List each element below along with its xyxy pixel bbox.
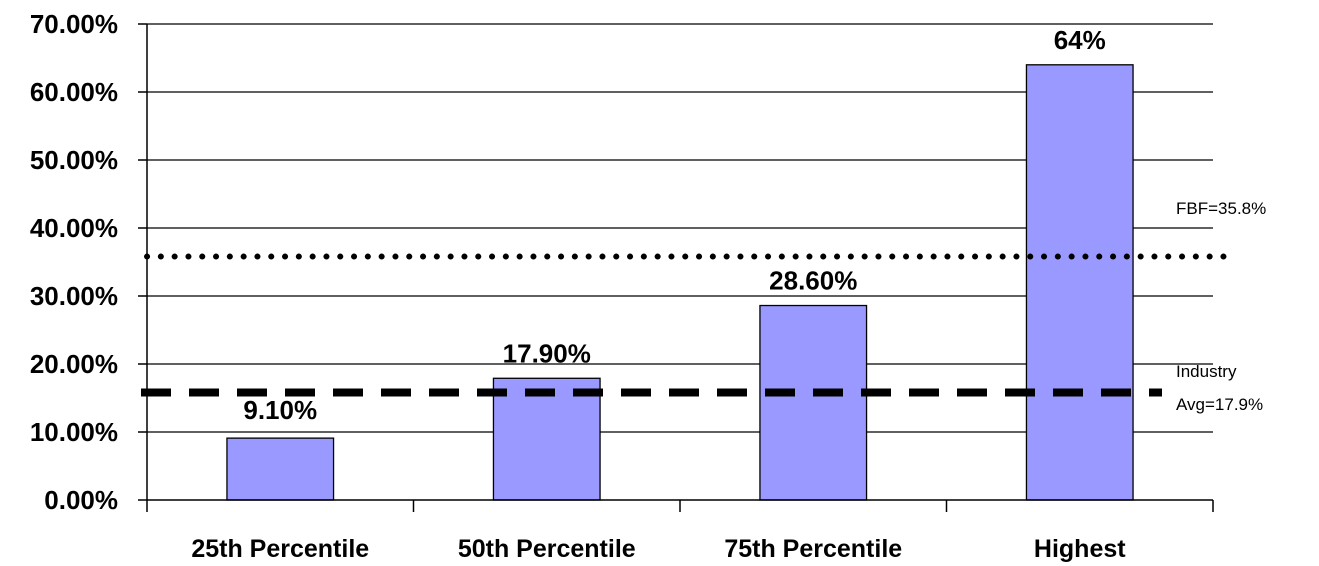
bar: [226, 437, 335, 501]
y-tick-label: 60.00%: [30, 77, 118, 107]
bars: [226, 64, 1134, 501]
category-labels: 25th Percentile 50th Percentile 75th Perce…: [191, 535, 1126, 563]
y-tick-label: 50.00%: [30, 145, 118, 175]
data-labels: 9.10% 17.90% 28.60% 64%: [243, 25, 1105, 425]
bar: [759, 304, 868, 501]
category-label: 25th Percentile: [191, 535, 369, 563]
y-tick-label: 70.00%: [30, 9, 118, 39]
y-tick-label: 0.00%: [44, 485, 118, 515]
category-label: 50th Percentile: [458, 535, 636, 563]
y-tick-label: 10.00%: [30, 417, 118, 447]
reference-line-label: Avg=17.9%: [1176, 395, 1263, 414]
data-label: 17.90%: [503, 338, 591, 368]
y-tick-label: 30.00%: [30, 281, 118, 311]
axes: [138, 23, 1214, 512]
reference-lines: FBF=35.8% Industry Avg=17.9%: [141, 199, 1266, 414]
data-label: 9.10%: [243, 395, 317, 425]
data-label: 28.60%: [769, 266, 857, 296]
reference-line-label: FBF=35.8%: [1176, 199, 1266, 218]
y-tick-label: 40.00%: [30, 213, 118, 243]
data-label: 64%: [1054, 25, 1106, 55]
gridlines: [147, 23, 1213, 433]
y-tick-label: 20.00%: [30, 349, 118, 379]
category-label: Highest: [1034, 535, 1126, 563]
y-tick-labels: 0.00% 10.00% 20.00% 30.00% 40.00% 50.00% 60.00…: [30, 9, 118, 515]
bar: [1025, 64, 1134, 501]
category-label: 75th Percentile: [724, 535, 902, 563]
reference-line-label: Industry: [1176, 362, 1237, 381]
